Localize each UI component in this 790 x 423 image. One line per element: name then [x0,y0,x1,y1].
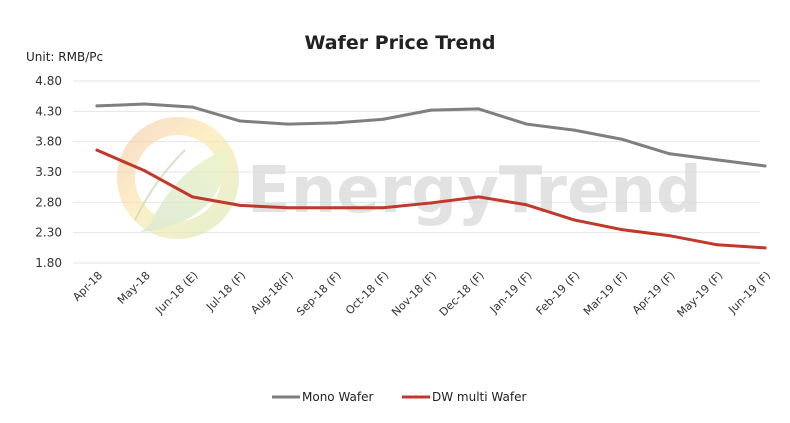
x-tick-label: Mar-19 (F) [581,269,630,318]
watermark-text: EnergyTrend [247,154,702,228]
data-point [190,105,194,109]
legend: Mono Wafer DW multi Wafer [272,390,526,404]
x-tick-label: Dec-18 (F) [437,269,487,319]
legend-label-mono-wafer: Mono Wafer [302,390,374,404]
x-tick-label: Oct-18 (F) [343,269,391,317]
x-tick-label: May-19 (F) [675,269,726,320]
data-point [668,234,672,238]
data-point [238,203,242,207]
data-point [238,119,242,123]
data-point [286,206,290,210]
x-tick-label: Jul-18 (F) [203,269,248,314]
y-tick-label: 4.30 [35,104,62,118]
data-point [524,203,528,207]
y-axis: 4.80 4.30 3.80 3.30 2.80 2.30 1.80 [35,74,62,270]
data-point [429,201,433,205]
legend-label-dw-multi-wafer: DW multi Wafer [432,390,526,404]
data-point [143,102,147,106]
data-point [572,128,576,132]
data-point [620,137,624,141]
series-mono-wafer [95,102,767,168]
data-point [429,108,433,112]
x-tick-label: Aug-18(F) [248,269,296,317]
data-point [763,164,767,168]
data-point [286,122,290,126]
data-point [715,243,719,247]
data-point [381,117,385,121]
x-tick-label: Feb-19 (F) [534,269,583,318]
data-point [334,206,338,210]
x-tick-label: Sep-18 (F) [294,269,344,319]
data-point [334,121,338,125]
data-point [190,195,194,199]
x-tick-label: May-18 [115,269,153,307]
data-point [572,218,576,222]
chart-title: Wafer Price Trend [304,32,495,54]
x-tick-label: Jun-19 (F) [725,269,773,317]
y-tick-label: 3.80 [35,135,62,149]
x-tick-label: Apr-18 [70,269,105,304]
x-axis: Apr-18 May-18 Jun-18 (E) Jul-18 (F) Aug-18(F… [70,269,773,320]
data-point [477,195,481,199]
legend-item-mono-wafer[interactable]: Mono Wafer [272,390,374,404]
x-tick-label: Nov-18 (F) [389,269,439,319]
legend-item-dw-multi-wafer[interactable]: DW multi Wafer [402,390,526,404]
x-tick-label: Apr-19 (F) [630,269,678,317]
y-tick-label: 4.80 [35,74,62,88]
data-point [715,158,719,162]
data-point [95,104,99,108]
y-tick-label: 2.30 [35,226,62,240]
y-tick-label: 1.80 [35,256,62,270]
x-tick-label: Jun-18 (E) [152,269,200,317]
data-point [381,206,385,210]
series-layer [95,102,767,250]
data-point [620,228,624,232]
unit-label: Unit: RMB/Pc [26,50,103,64]
y-tick-label: 3.30 [35,165,62,179]
data-point [477,107,481,111]
data-point [143,169,147,173]
series-dw-multi-wafer [95,148,767,250]
data-point [668,152,672,156]
data-point [524,122,528,126]
data-point [763,246,767,250]
data-point [95,148,99,152]
x-tick-label: Jan-19 (F) [487,269,535,317]
y-tick-label: 2.80 [35,195,62,209]
